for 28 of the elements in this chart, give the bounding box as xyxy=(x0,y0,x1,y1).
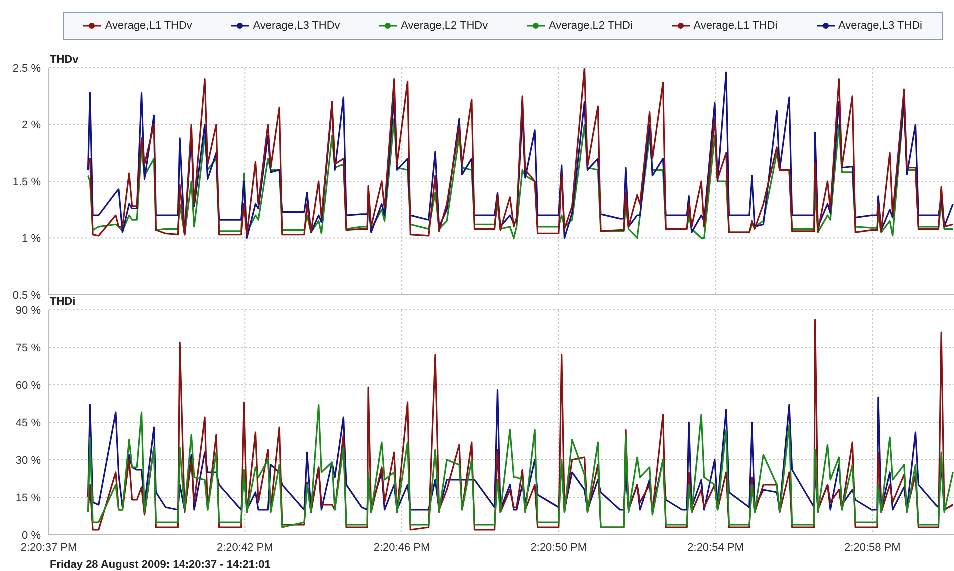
chart-title: THDv xyxy=(50,54,79,66)
y-tick-label: 15 % xyxy=(16,492,42,504)
line-series xyxy=(87,404,954,528)
legend-label: Average,L2 THDv xyxy=(401,20,488,32)
x-tick-label: 2:20:46 PM xyxy=(374,542,430,554)
chart-title: THDi xyxy=(50,296,76,308)
legend-label: Average,L2 THDi xyxy=(548,20,633,32)
y-tick-label: 60 % xyxy=(16,380,42,392)
x-tick-label: 2:20:58 PM xyxy=(844,542,901,554)
legend-label: Average,L1 THDv xyxy=(105,20,192,32)
y-tick-label: 2 % xyxy=(22,120,42,132)
y-tick-label: 90 % xyxy=(16,304,42,317)
x-tick-label: 2:20:50 PM xyxy=(530,542,588,554)
y-tick-label: 1.5 % xyxy=(12,176,42,188)
text: Friday 28 August 2009: 14:20:37 - 14:21:01 xyxy=(50,559,271,571)
y-tick-label: 0.5 % xyxy=(12,290,42,302)
y-tick-label: 30 % xyxy=(16,454,42,467)
y-tick-label: 75 % xyxy=(16,342,42,354)
legend-label: Average,L1 THDi xyxy=(694,20,778,32)
y-tick-label: 1 % xyxy=(22,233,42,246)
y-tick-label: 2.5 % xyxy=(12,62,42,75)
x-tick-label: 2:20:54 PM xyxy=(688,542,744,554)
y-tick-label: 45 % xyxy=(16,417,42,430)
legend-label: Average,L3 THDv xyxy=(253,20,340,32)
x-tick-label: 2:20:42 PM xyxy=(217,542,274,554)
y-tick-label: 0 % xyxy=(22,530,42,542)
legend-label: Average,L3 THDi xyxy=(838,20,923,32)
x-tick-label: 2:20:37 PM xyxy=(20,542,78,554)
